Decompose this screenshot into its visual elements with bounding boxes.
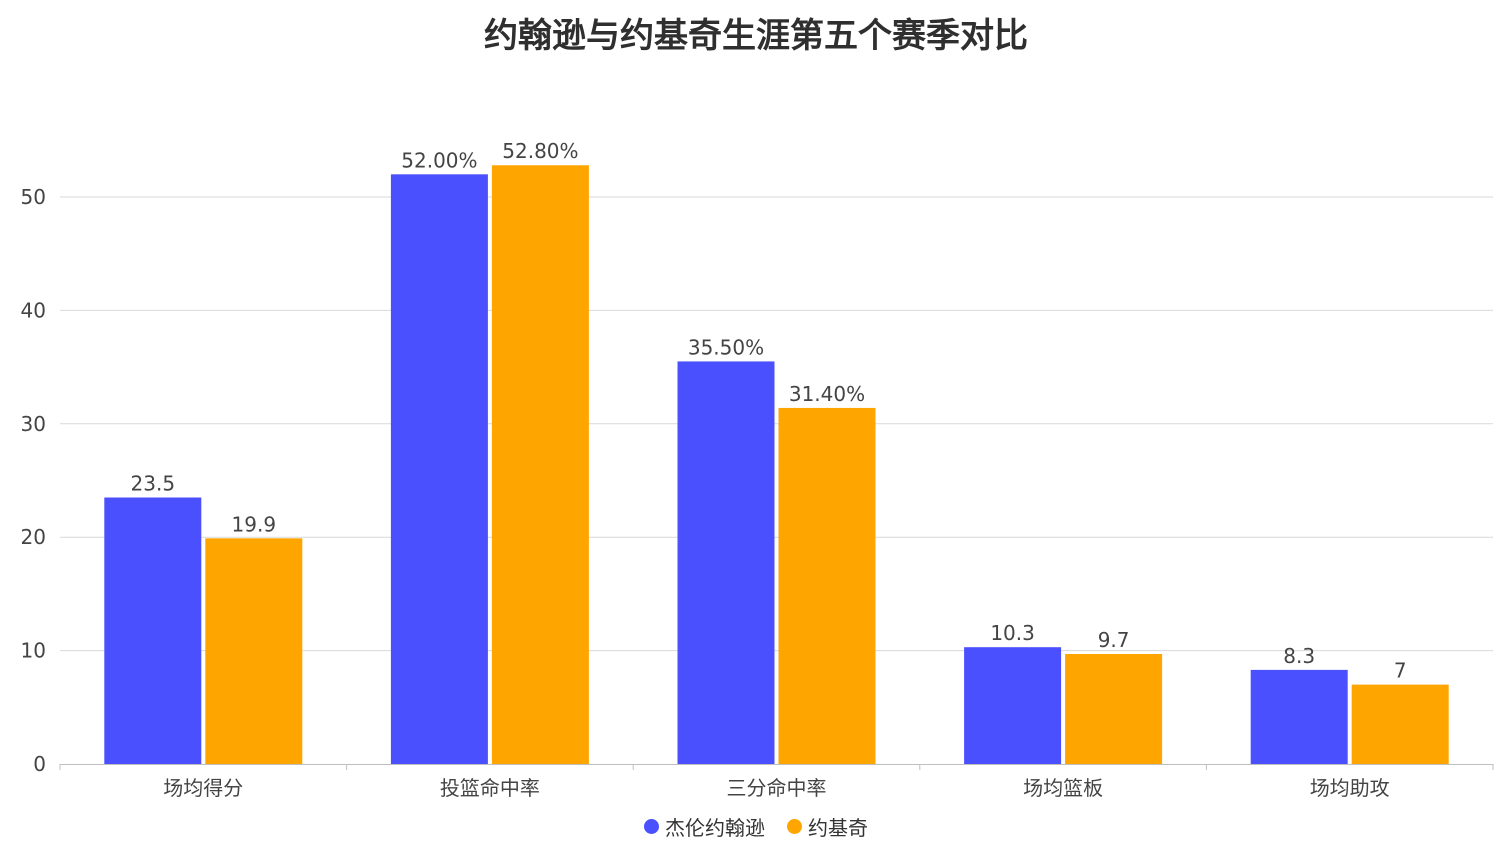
data-label: 7 xyxy=(1394,659,1407,683)
x-tick-label: 场均得分 xyxy=(163,776,243,800)
bar-jokic[interactable] xyxy=(491,165,589,765)
chart-title: 约翰逊与约基奇生涯第五个赛季对比 xyxy=(484,16,1028,56)
x-tick-label: 三分命中率 xyxy=(727,776,827,800)
bar-jokic[interactable] xyxy=(778,407,876,764)
data-label: 52.80% xyxy=(502,139,578,163)
y-tick-label: 50 xyxy=(21,185,46,209)
legend-dot-johnson xyxy=(644,819,659,834)
bar-jokic[interactable] xyxy=(1065,654,1163,764)
bar-jokic[interactable] xyxy=(205,538,303,764)
legend-item-jokic[interactable]: 约基奇 xyxy=(787,812,868,841)
legend: 杰伦约翰逊 约基奇 xyxy=(0,812,1512,841)
data-label: 23.5 xyxy=(131,472,176,496)
y-tick-label: 0 xyxy=(33,752,46,776)
legend-item-johnson[interactable]: 杰伦约翰逊 xyxy=(644,812,765,841)
y-tick-label: 40 xyxy=(21,298,46,322)
bar-johnson[interactable] xyxy=(964,647,1062,764)
x-tick-label: 场均助攻 xyxy=(1310,776,1390,800)
legend-label-johnson: 杰伦约翰逊 xyxy=(665,816,765,840)
bar-johnson[interactable] xyxy=(104,497,202,764)
data-label: 10.3 xyxy=(990,621,1035,645)
bar-johnson[interactable] xyxy=(390,174,488,764)
x-tick-label: 投篮命中率 xyxy=(440,776,540,800)
y-tick-label: 10 xyxy=(21,639,46,663)
data-label: 9.7 xyxy=(1098,628,1130,652)
axes: 0 10 20 30 40 50 场均得分 投篮命中率 三分命中率 场均篮板 场均助攻 xyxy=(21,185,1494,800)
x-tick-label: 场均篮板 xyxy=(1023,776,1103,800)
y-tick-label: 20 xyxy=(21,525,46,549)
data-label: 52.00% xyxy=(401,148,477,172)
bar-jokic[interactable] xyxy=(1351,684,1449,764)
data-labels: 23.5 19.9 52.00% 52.80% 35.50% 31.40% 10.3 9.7 8… xyxy=(131,139,1407,682)
data-label: 8.3 xyxy=(1283,644,1315,668)
data-label: 19.9 xyxy=(232,512,277,536)
legend-label-jokic: 约基奇 xyxy=(808,816,868,840)
bars xyxy=(104,165,1449,765)
bar-johnson[interactable] xyxy=(677,361,775,764)
data-label: 35.50% xyxy=(688,335,764,359)
data-label: 31.40% xyxy=(789,382,865,406)
y-tick-label: 30 xyxy=(21,412,46,436)
bar-johnson[interactable] xyxy=(1250,669,1348,764)
legend-dot-jokic xyxy=(787,819,802,834)
